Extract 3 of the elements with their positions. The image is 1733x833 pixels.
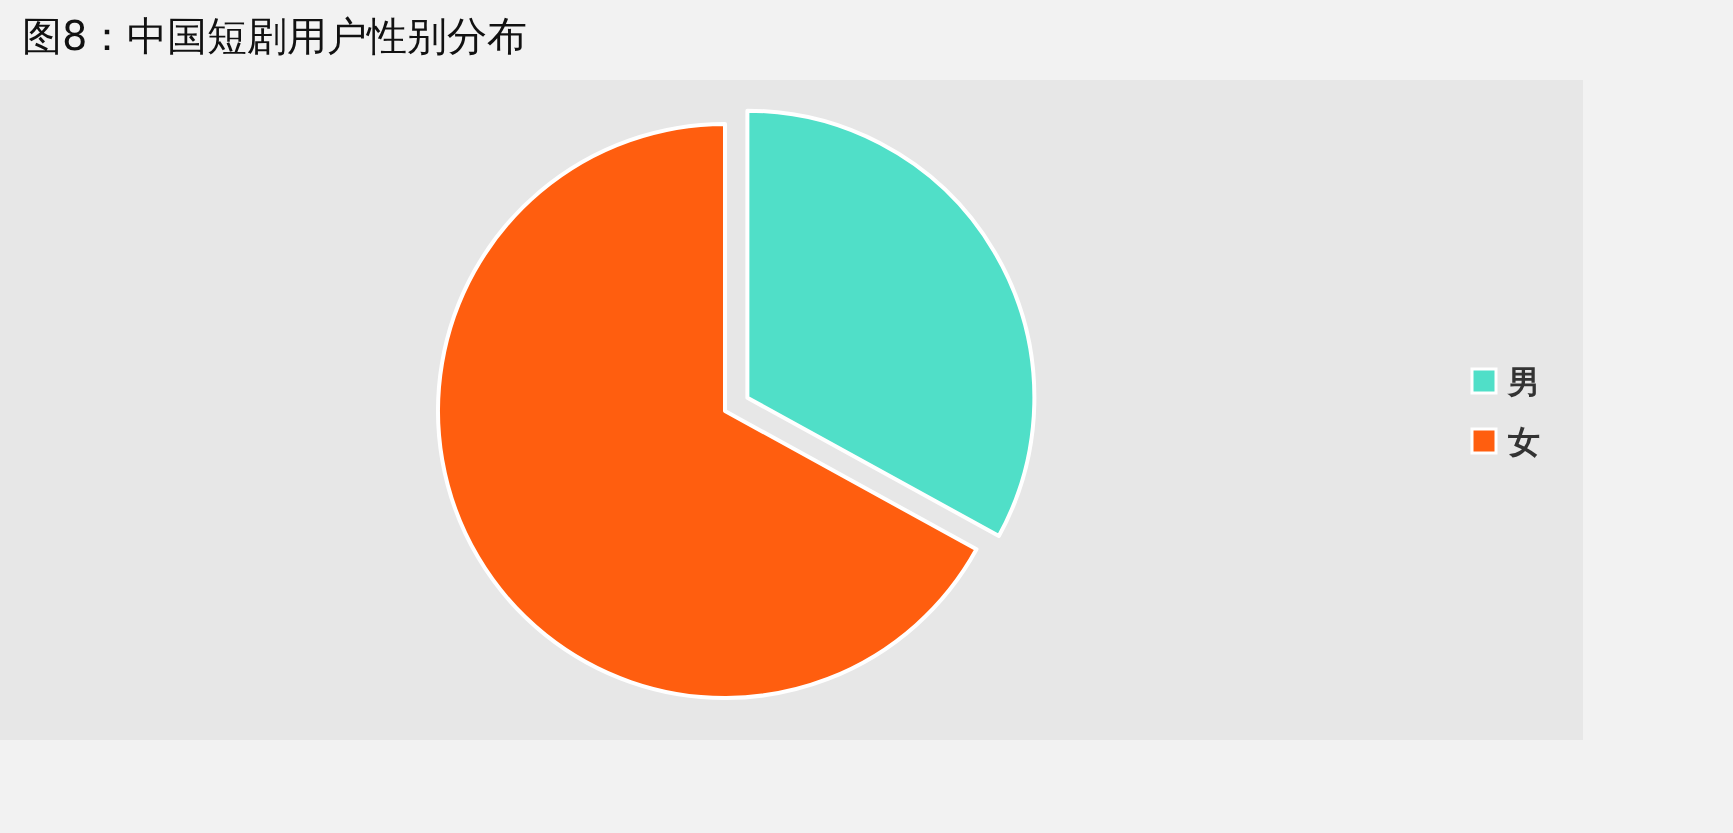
chart-title: 图8：中国短剧用户性别分布: [22, 13, 528, 59]
legend-label: 男: [1507, 363, 1540, 401]
legend-label: 女: [1507, 423, 1540, 461]
